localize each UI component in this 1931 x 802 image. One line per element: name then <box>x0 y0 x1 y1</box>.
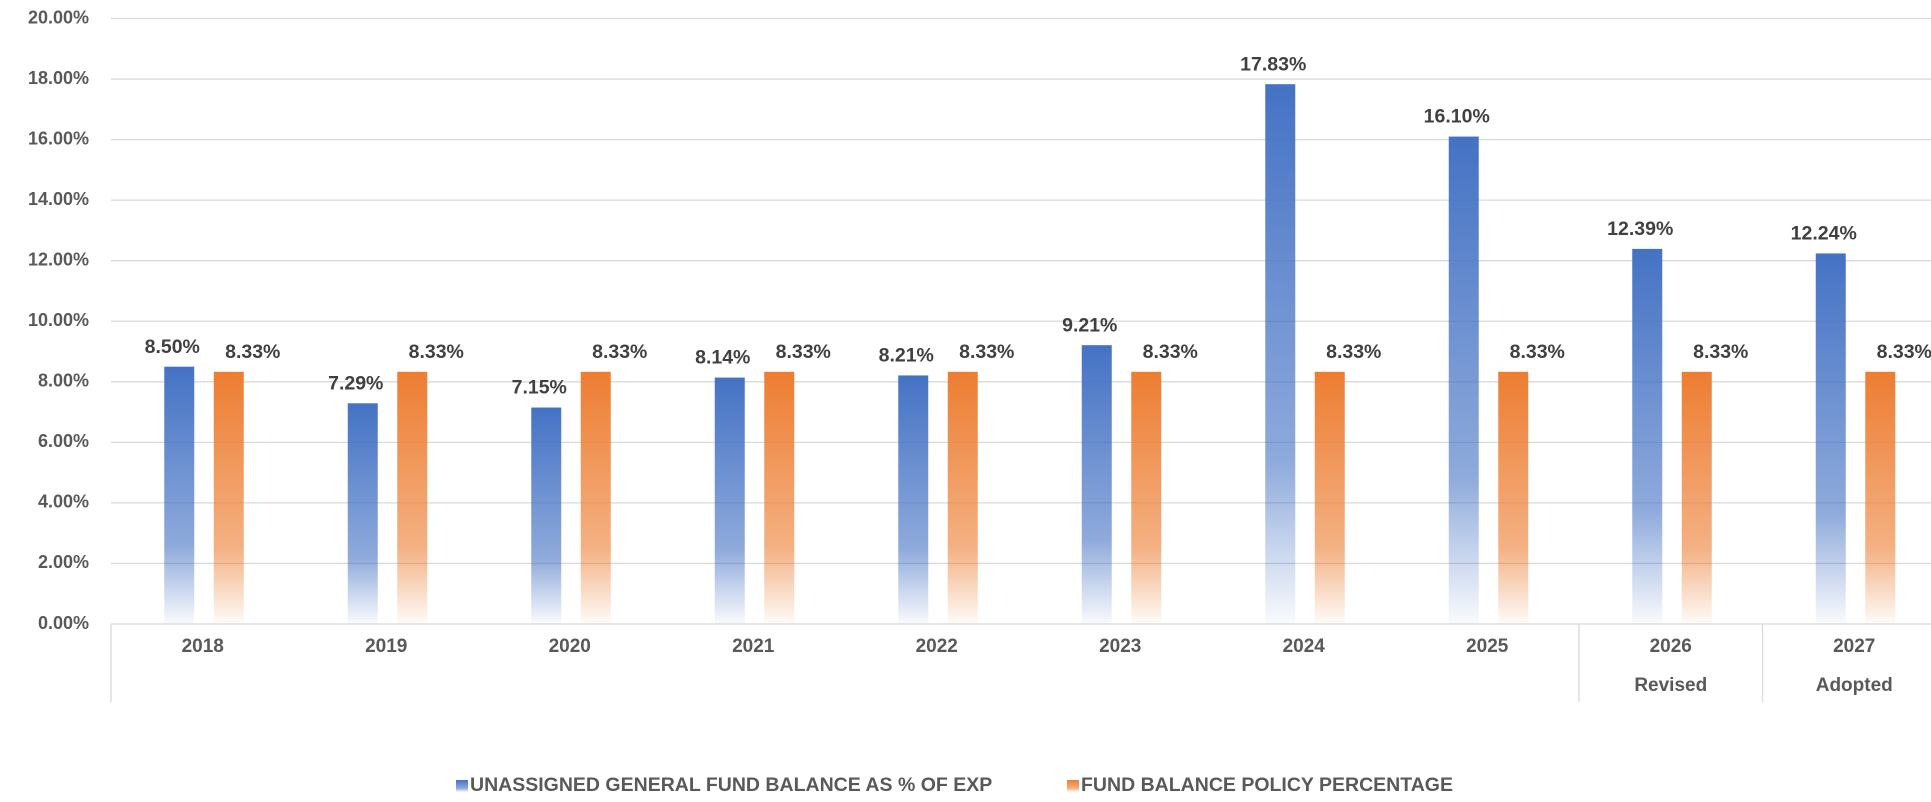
bar <box>1314 371 1345 624</box>
bar <box>580 371 611 624</box>
data-label: 8.50% <box>145 336 200 358</box>
data-label: 8.33% <box>1143 341 1198 363</box>
data-label: 8.33% <box>1877 341 1931 363</box>
x-tick-label: 2021 <box>732 636 775 657</box>
x-tick-label: 2025 <box>1466 636 1509 657</box>
data-label: 8.33% <box>1693 341 1748 363</box>
data-label: 12.24% <box>1791 223 1857 245</box>
y-tick-label: 2.00% <box>38 552 89 572</box>
y-tick-label: 6.00% <box>38 431 89 451</box>
x-tick-label: 2022 <box>916 636 958 657</box>
data-label: 9.21% <box>1062 314 1117 336</box>
bar <box>347 403 378 624</box>
legend-swatch <box>456 780 468 792</box>
data-label: 17.83% <box>1240 53 1306 75</box>
y-tick-label: 16.00% <box>28 128 89 148</box>
data-label: 8.33% <box>592 341 647 363</box>
data-label: 7.29% <box>328 372 383 394</box>
bar <box>213 371 244 624</box>
data-label: 8.14% <box>695 347 750 369</box>
bar <box>1498 371 1529 624</box>
x-tick-label: 2024 <box>1283 636 1326 657</box>
y-tick-label: 18.00% <box>28 68 89 88</box>
bar <box>714 377 745 624</box>
x-tick-label: 2020 <box>549 636 591 657</box>
x-group-label: Adopted <box>1816 675 1893 696</box>
bar <box>1081 345 1112 624</box>
y-tick-label: 0.00% <box>38 613 89 633</box>
data-label: 8.33% <box>1326 341 1381 363</box>
data-label: 8.33% <box>225 341 280 363</box>
legend-label: FUND BALANCE POLICY PERCENTAGE <box>1081 774 1453 796</box>
x-tick-label: 2023 <box>1099 636 1141 657</box>
y-tick-label: 4.00% <box>38 492 89 512</box>
x-tick-label: 2026 <box>1650 636 1692 657</box>
data-label: 8.33% <box>1510 341 1565 363</box>
y-tick-label: 8.00% <box>38 371 89 391</box>
x-tick-label: 2027 <box>1833 636 1875 657</box>
bar <box>397 371 428 624</box>
bar <box>1681 371 1712 624</box>
bar <box>898 375 929 624</box>
bar <box>164 366 195 624</box>
legend-label: UNASSIGNED GENERAL FUND BALANCE AS % OF … <box>470 774 992 796</box>
y-tick-label: 20.00% <box>28 7 89 27</box>
bar <box>1448 136 1479 624</box>
bar <box>531 407 562 624</box>
x-group-label: Revised <box>1634 675 1707 696</box>
data-label: 7.15% <box>512 377 567 399</box>
bar <box>1632 248 1663 624</box>
bar <box>1265 84 1296 624</box>
data-label: 8.33% <box>776 341 831 363</box>
y-tick-label: 10.00% <box>28 310 89 330</box>
x-tick-label: 2019 <box>365 636 407 657</box>
bar <box>947 371 978 624</box>
legend-swatch <box>1067 780 1079 792</box>
bar <box>1131 371 1162 624</box>
data-label: 8.21% <box>879 345 934 367</box>
data-label: 8.33% <box>409 341 464 363</box>
bar <box>764 371 795 624</box>
x-tick-label: 2018 <box>182 636 224 657</box>
y-tick-label: 14.00% <box>28 189 89 209</box>
y-tick-label: 12.00% <box>28 249 89 269</box>
data-label: 12.39% <box>1607 218 1673 240</box>
bar <box>1815 253 1846 624</box>
data-label: 16.10% <box>1424 106 1490 128</box>
bar <box>1865 371 1896 624</box>
data-label: 8.33% <box>959 341 1014 363</box>
